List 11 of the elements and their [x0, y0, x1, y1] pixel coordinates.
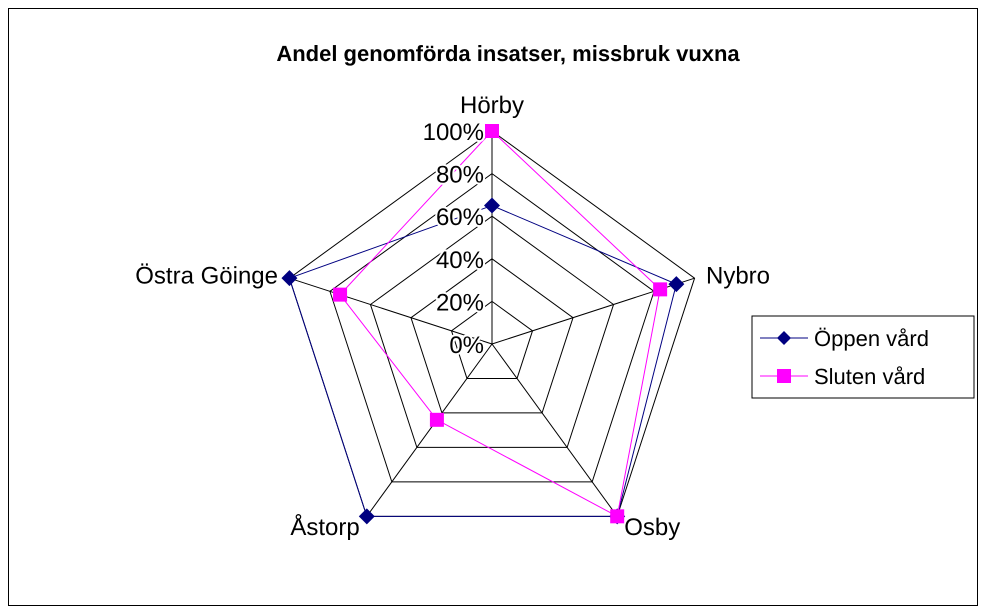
- legend-label: Sluten vård: [814, 364, 926, 389]
- spoke-label: Nybro: [706, 262, 770, 290]
- spoke-label: Hörby: [460, 92, 524, 119]
- y-tick-label: 40%: [436, 246, 484, 274]
- y-tick-label: 100%: [422, 119, 484, 146]
- spoke-label: Osby: [624, 514, 680, 542]
- chart-title: Andel genomförda insatser, missbruk vuxna: [276, 41, 740, 66]
- y-tick-label: 20%: [436, 289, 484, 316]
- spoke-label: Östra Göinge: [135, 262, 278, 290]
- legend-label: Öppen vård: [814, 326, 929, 351]
- spoke-label: Åstorp: [290, 514, 360, 542]
